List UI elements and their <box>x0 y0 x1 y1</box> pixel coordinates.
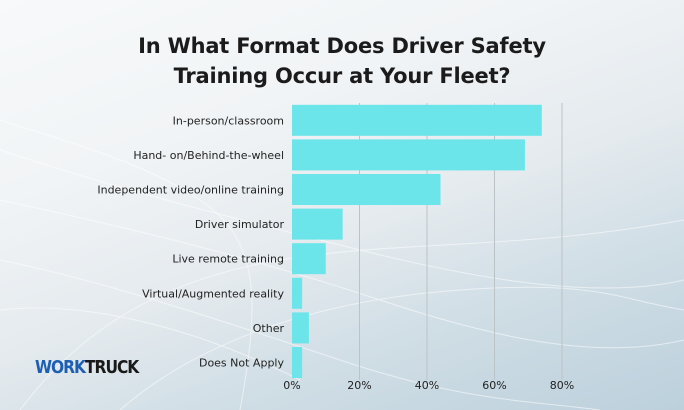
category-label: Driver simulator <box>195 218 285 231</box>
category-label: Virtual/Augmented reality <box>142 287 284 300</box>
x-tick-label: 40% <box>415 379 439 392</box>
bar <box>292 243 326 275</box>
category-label: Does Not Apply <box>199 357 285 370</box>
category-label: Other <box>253 322 285 335</box>
category-label: In-person/classroom <box>173 114 284 127</box>
logo-part-work: WORK <box>35 357 86 378</box>
x-tick-label: 20% <box>347 379 371 392</box>
category-label: Independent video/online training <box>97 184 284 197</box>
bar <box>292 347 303 378</box>
bar <box>292 139 525 171</box>
bar <box>292 104 542 136</box>
bar <box>292 312 309 344</box>
bar <box>292 277 303 309</box>
chart-title: In What Format Does Driver Safety Traini… <box>138 34 546 88</box>
x-tick-label: 0% <box>283 379 300 392</box>
category-label: Hand- on/Behind-the-wheel <box>133 149 284 162</box>
bar <box>292 174 441 205</box>
category-label: Live remote training <box>172 253 284 266</box>
worktruck-logo: WORKTRUCK <box>35 357 139 379</box>
x-tick-label: 80% <box>550 379 574 392</box>
x-tick-label: 60% <box>482 379 506 392</box>
bar <box>292 208 343 240</box>
logo-part-truck: TRUCK <box>85 357 139 378</box>
